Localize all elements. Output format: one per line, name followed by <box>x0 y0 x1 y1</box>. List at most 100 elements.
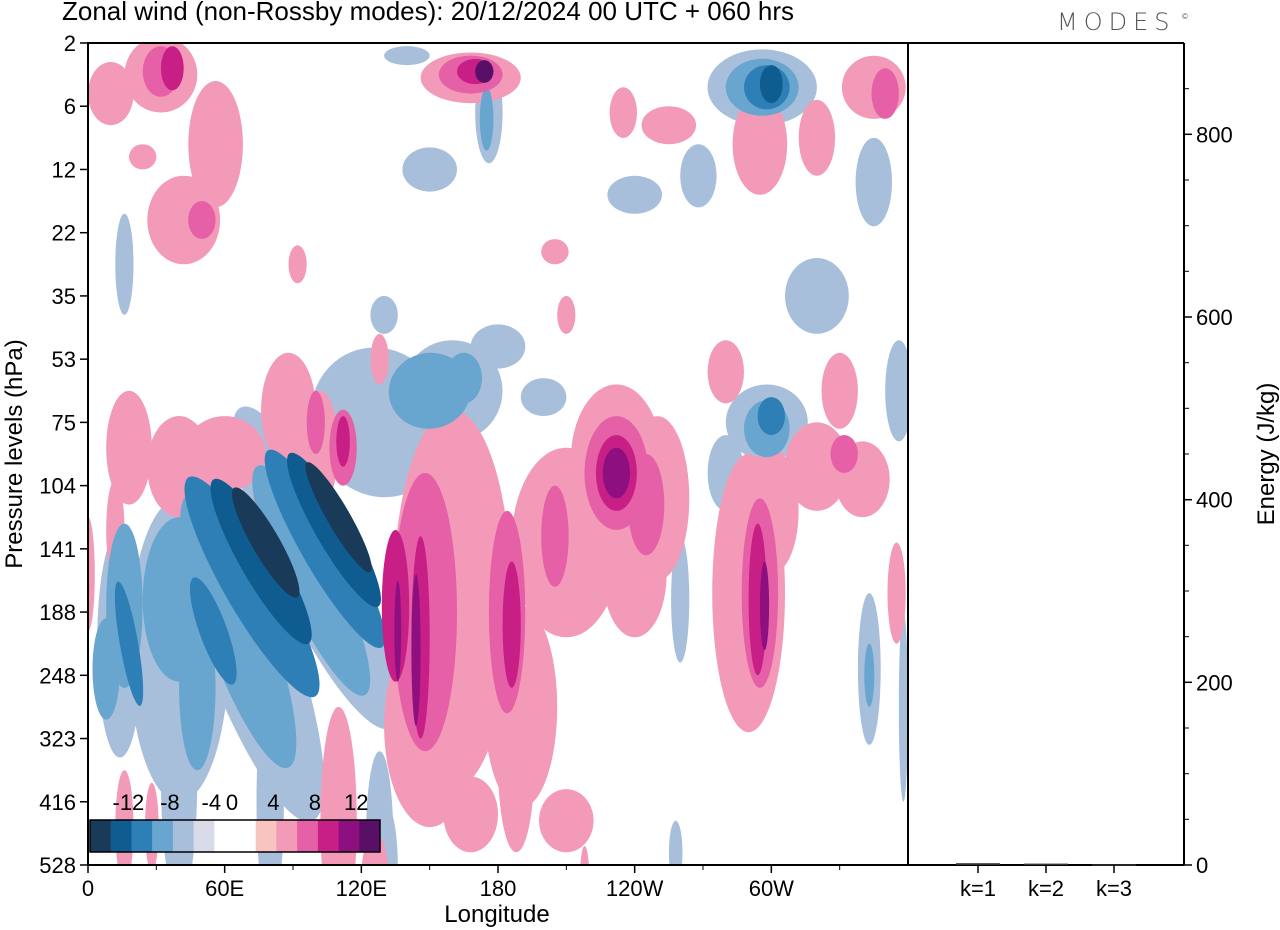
energy-axis-label: Energy (J/kg) <box>1253 383 1280 526</box>
field-contour <box>479 87 494 151</box>
field-contour <box>871 68 899 119</box>
field-contour <box>680 144 717 208</box>
field-contour <box>627 454 665 556</box>
field-contour <box>821 352 858 429</box>
energy-tick-label: 600 <box>1196 305 1233 330</box>
colorbar-swatch <box>131 820 153 852</box>
y-axis-label: Pressure levels (hPa) <box>1 339 28 568</box>
y-tick-label: 141 <box>39 537 76 562</box>
x-tick-label: 120W <box>606 876 664 901</box>
field-contour <box>470 324 526 369</box>
y-tick-label: 75 <box>52 410 76 435</box>
colorbar-label: -4 <box>202 790 222 815</box>
field-contour <box>88 62 134 126</box>
energy-bar <box>956 863 1000 865</box>
field-contour <box>184 476 320 698</box>
field-contour <box>183 416 266 492</box>
energy-bars: k=1 k=2 k=3 <box>956 863 1136 901</box>
colorbar-swatch <box>255 820 277 852</box>
field-contour <box>315 472 362 550</box>
field-contour <box>384 46 430 66</box>
field-contour <box>188 201 216 239</box>
x-tick-label: 180 <box>480 876 517 901</box>
modes-logo: MODES <box>1057 8 1176 36</box>
colorbar-swatch <box>276 820 298 852</box>
x-tick-label: 0 <box>82 876 94 901</box>
field-contour <box>732 93 788 195</box>
field-contour <box>114 581 144 706</box>
field-contour <box>502 561 521 688</box>
field-contour <box>580 846 589 865</box>
field-contour <box>541 239 569 265</box>
field-contour <box>88 517 95 631</box>
field-contour <box>188 81 243 208</box>
logo-mark: © <box>1182 12 1188 21</box>
field-contour <box>885 340 908 442</box>
field-contour <box>402 147 458 192</box>
energy-tick-label: 0 <box>1196 853 1208 878</box>
y-tick-label: 12 <box>52 157 76 182</box>
wind-field <box>88 43 908 865</box>
field-contour <box>759 65 783 104</box>
y-tick-label: 416 <box>39 790 76 815</box>
field-contour <box>306 390 325 454</box>
energy-tick-label: 400 <box>1196 488 1233 513</box>
colorbar-swatch <box>317 820 340 852</box>
y-tick-label: 188 <box>39 600 76 625</box>
bar-category-label: k=2 <box>1028 876 1064 901</box>
y-tick-label: 528 <box>39 853 76 878</box>
y-tick-label: 53 <box>52 347 76 372</box>
colorbar: -12 -8 -4 0 4 8 12 <box>89 790 381 853</box>
x-axis-label: Longitude <box>444 901 549 928</box>
field-contour <box>602 447 631 499</box>
colorbar-frame <box>89 819 381 853</box>
field-contour <box>189 577 237 685</box>
colorbar-swatch <box>90 820 112 852</box>
field-contour <box>129 144 157 170</box>
x-tick-label: 60E <box>205 876 244 901</box>
colorbar-label: -12 <box>113 790 145 815</box>
field-contour <box>607 175 662 214</box>
colorbar-swatch <box>297 820 319 852</box>
field-contour <box>252 465 371 696</box>
colorbar-swatch <box>338 820 360 852</box>
field-contour <box>498 675 535 853</box>
field-contour <box>887 542 906 644</box>
field-contour <box>757 397 785 436</box>
chart-title: Zonal wind (non-Rossby modes): 20/12/202… <box>62 0 794 26</box>
field-contour <box>92 618 120 720</box>
field-contour <box>671 536 690 663</box>
y-tick-label: 6 <box>64 94 76 119</box>
field-contour <box>864 643 875 707</box>
colorbar-swatch <box>110 820 132 852</box>
field-contour <box>336 416 350 467</box>
y-tick-label: 248 <box>39 663 76 688</box>
field-contour <box>557 295 576 334</box>
field-contour <box>520 378 567 417</box>
colorbar-swatch <box>359 820 381 852</box>
field-contour <box>707 340 744 404</box>
colorbar-label: -8 <box>160 790 180 815</box>
field-contour <box>288 245 307 284</box>
field-contour <box>898 612 908 802</box>
colorbar-label: 12 <box>344 790 368 815</box>
energy-tick-label: 800 <box>1196 122 1233 147</box>
y-tick-label: 22 <box>52 221 76 246</box>
x-tick-label: 60W <box>749 876 794 901</box>
colorbar-swatch <box>152 820 174 852</box>
bar-category-label: k=3 <box>1096 876 1132 901</box>
energy-tick-label: 200 <box>1196 670 1233 695</box>
field-contour <box>798 99 836 176</box>
field-contour <box>147 175 221 265</box>
bar-category-label: k=1 <box>960 876 996 901</box>
field-contour <box>445 352 482 404</box>
field-contour <box>370 295 398 334</box>
field-contour <box>261 352 316 467</box>
field-contour <box>370 333 389 385</box>
colorbar-swatch <box>235 820 257 852</box>
colorbar-swatch <box>214 820 236 852</box>
energy-bar <box>1024 863 1068 866</box>
y-tick-label: 104 <box>39 474 76 499</box>
